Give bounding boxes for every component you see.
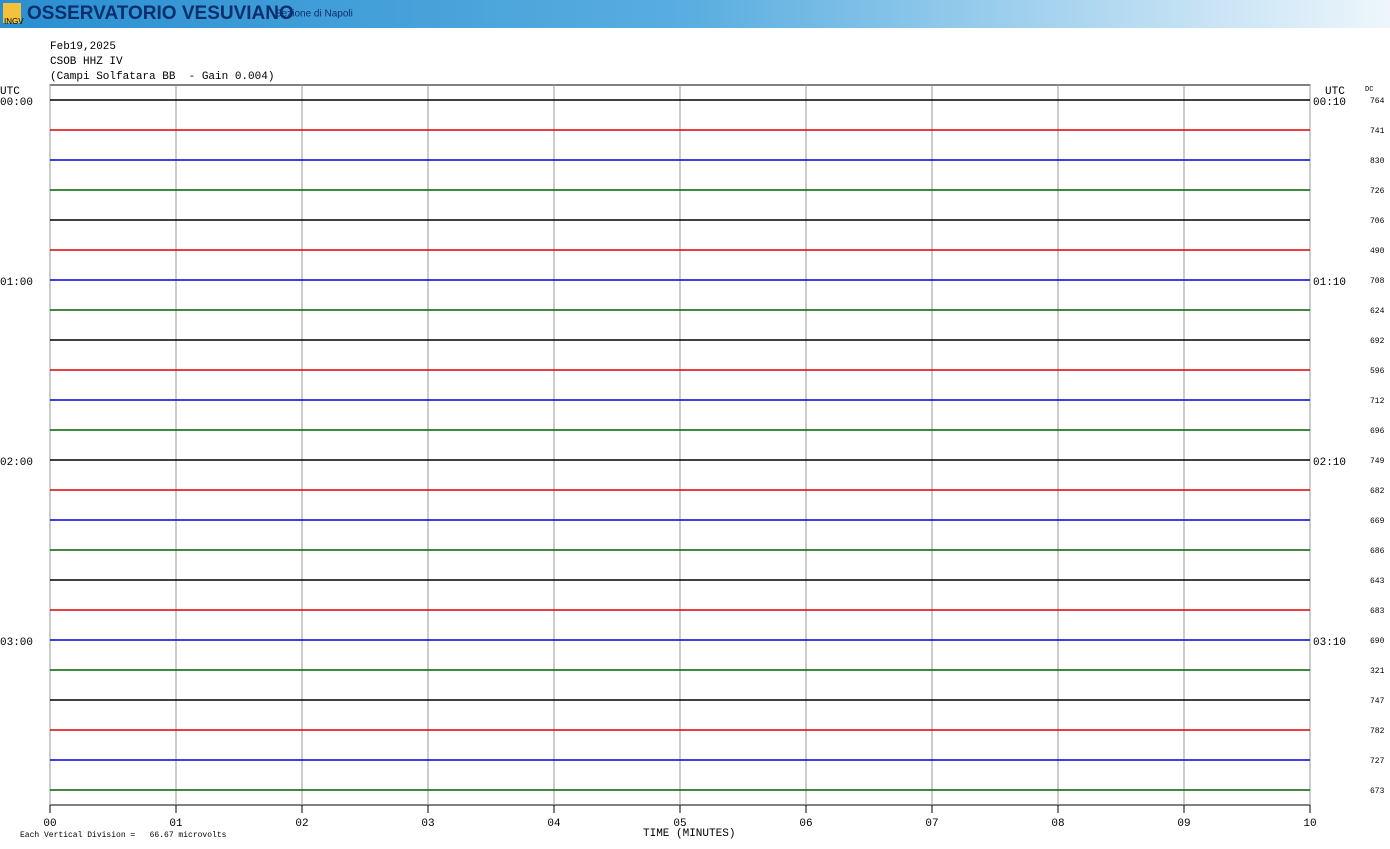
dc-value: 782	[1370, 727, 1385, 736]
header-bar	[0, 0, 1390, 28]
x-tick-label: 00	[43, 818, 56, 830]
right-time-label: 00:10	[1313, 97, 1346, 109]
dc-value: 686	[1370, 547, 1385, 556]
dc-value: 690	[1370, 637, 1385, 646]
dc-value: 696	[1370, 427, 1385, 436]
dc-value: 682	[1370, 487, 1385, 496]
dc-value: 490	[1370, 247, 1385, 256]
dc-value: 712	[1370, 397, 1385, 406]
dc-value: 747	[1370, 697, 1385, 706]
dc-value: 727	[1370, 757, 1385, 766]
x-tick-label: 05	[673, 818, 686, 830]
right-axis-title: UTC	[1325, 86, 1345, 98]
dc-value: 692	[1370, 337, 1385, 346]
logo-text: INGV	[4, 17, 24, 26]
x-tick-label: 08	[1051, 818, 1064, 830]
x-tick-label: 06	[799, 818, 812, 830]
right-time-label: 02:10	[1313, 457, 1346, 469]
left-time-label: 00:00	[0, 97, 33, 109]
dc-value: 706	[1370, 217, 1385, 226]
dc-value: 749	[1370, 457, 1385, 466]
dc-value: 726	[1370, 187, 1385, 196]
dc-value: 764	[1370, 97, 1385, 106]
right-time-label: 03:10	[1313, 637, 1346, 649]
x-tick-label: 10	[1303, 818, 1316, 830]
header-title: OSSERVATORIO VESUVIANO	[27, 3, 294, 24]
description: (Campi Solfatara BB - Gain 0.004)	[50, 71, 274, 83]
dc-title: DC	[1365, 86, 1373, 94]
left-time-label: 02:00	[0, 457, 33, 469]
dc-value: 321	[1370, 667, 1385, 676]
dc-value: 669	[1370, 517, 1385, 526]
x-tick-label: 09	[1177, 818, 1190, 830]
header-subtitle: Sezione di Napoli	[275, 9, 353, 20]
x-tick-label: 03	[421, 818, 434, 830]
x-tick-label: 02	[295, 818, 308, 830]
logo-icon	[3, 3, 21, 23]
scale-note: Each Vertical Division = 66.67 microvolt…	[20, 831, 227, 840]
dc-value: 830	[1370, 157, 1385, 166]
dc-value: 741	[1370, 127, 1385, 136]
dc-value: 596	[1370, 367, 1385, 376]
dc-value: 624	[1370, 307, 1385, 316]
dc-value: 708	[1370, 277, 1385, 286]
left-axis-title: UTC	[0, 86, 20, 98]
dc-value: 683	[1370, 607, 1385, 616]
x-tick-label: 07	[925, 818, 938, 830]
dc-value: 643	[1370, 577, 1385, 586]
date: Feb19,2025	[50, 41, 116, 53]
left-time-label: 01:00	[0, 277, 33, 289]
right-time-label: 01:10	[1313, 277, 1346, 289]
station: CSOB HHZ IV	[50, 56, 123, 68]
x-axis-title: TIME (MINUTES)	[643, 828, 735, 840]
x-tick-label: 01	[169, 818, 183, 830]
x-tick-label: 04	[547, 818, 561, 830]
left-time-label: 03:00	[0, 637, 33, 649]
dc-value: 673	[1370, 787, 1385, 796]
